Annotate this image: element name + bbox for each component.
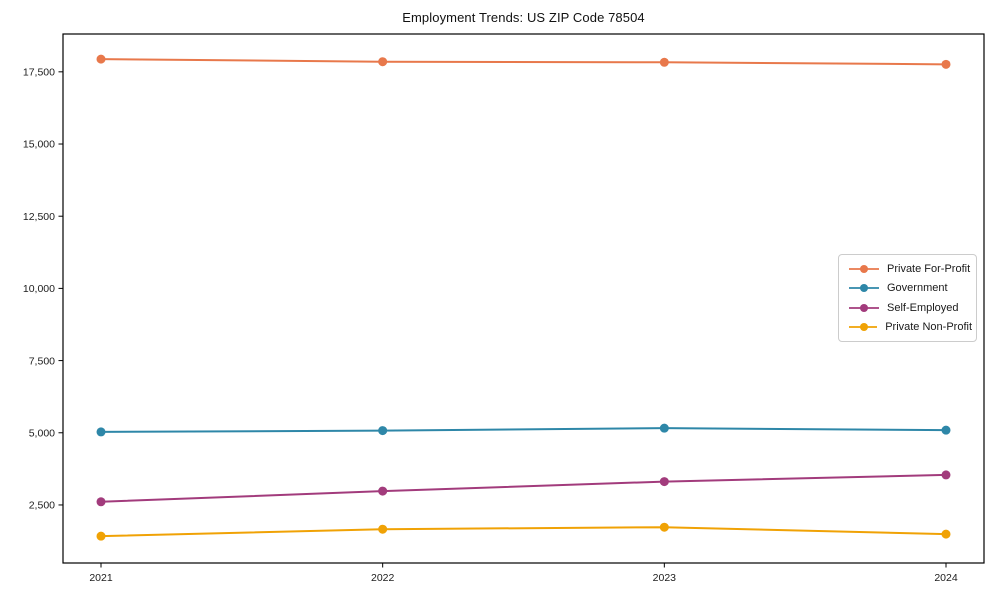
series-line-private-for-profit xyxy=(100,58,947,66)
x-tick-label: 2022 xyxy=(371,572,395,584)
legend-line-marker-icon xyxy=(849,303,879,312)
legend-label: Private Non-Profit xyxy=(885,321,972,334)
legend-item-private-for-profit: Private For-Profit xyxy=(849,261,972,277)
legend-item-private-non-profit: Private Non-Profit xyxy=(849,319,972,335)
data-point xyxy=(659,423,669,433)
data-point xyxy=(659,522,669,532)
y-tick-label: 12,500 xyxy=(23,211,55,223)
x-tick-label: 2023 xyxy=(653,572,677,584)
y-tick-label: 7,500 xyxy=(29,355,55,367)
y-tick-label: 5,000 xyxy=(29,427,55,439)
data-point xyxy=(941,425,951,435)
legend-item-self-employed: Self-Employed xyxy=(849,300,972,316)
legend-line-marker-icon xyxy=(849,323,878,332)
chart-title: Employment Trends: US ZIP Code 78504 xyxy=(402,10,645,25)
y-tick-label: 2,500 xyxy=(29,500,55,512)
y-tick-label: 15,000 xyxy=(23,139,55,151)
data-point xyxy=(96,497,106,507)
data-point xyxy=(96,427,106,437)
series-line-government xyxy=(100,427,947,433)
y-tick-label: 10,000 xyxy=(23,283,55,295)
legend-label: Government xyxy=(887,282,948,295)
data-point xyxy=(378,57,388,67)
x-tick-label: 2024 xyxy=(934,572,958,584)
data-point xyxy=(378,426,388,436)
legend: Private For-Profit Government Self-Emplo… xyxy=(838,254,977,342)
legend-line-marker-icon xyxy=(849,264,879,273)
legend-label: Self-Employed xyxy=(887,301,959,314)
plot-area-border xyxy=(62,33,985,564)
x-tick-label: 2021 xyxy=(89,572,113,584)
data-point xyxy=(378,524,388,534)
data-point xyxy=(941,470,951,480)
legend-item-government: Government xyxy=(849,280,972,296)
series-line-self-employed xyxy=(100,473,947,503)
data-point xyxy=(378,486,388,496)
data-point xyxy=(96,531,106,541)
data-point xyxy=(659,477,669,487)
data-point xyxy=(941,59,951,69)
series-line-private-non-profit xyxy=(100,526,947,538)
legend-label: Private For-Profit xyxy=(887,262,971,275)
data-point xyxy=(941,529,951,539)
data-point xyxy=(96,54,106,64)
data-point xyxy=(659,57,669,67)
y-tick-label: 17,500 xyxy=(23,67,55,79)
legend-line-marker-icon xyxy=(849,284,879,293)
